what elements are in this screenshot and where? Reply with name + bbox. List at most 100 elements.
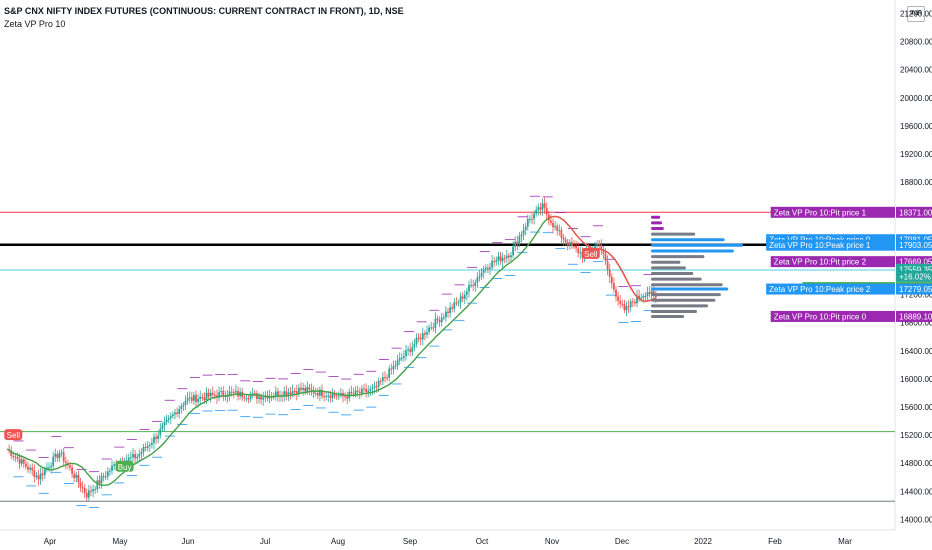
axis-price-tag[interactable] — [896, 283, 932, 295]
currency-badge[interactable]: INR — [907, 6, 925, 22]
candle-body — [541, 203, 544, 210]
indicator-price-tag-name: Zeta VP Pro 10:Pit price 0 — [774, 312, 867, 321]
moving-average-line[interactable] — [6, 215, 657, 486]
candle-body — [539, 207, 542, 210]
candle-body — [106, 471, 109, 477]
volume-profile-row — [651, 232, 696, 236]
candle-body — [533, 213, 535, 219]
candle-body — [371, 387, 374, 389]
signal-badge[interactable] — [4, 429, 23, 441]
candle-body — [102, 476, 105, 478]
candle-body — [379, 380, 382, 382]
candle-body — [321, 389, 323, 397]
candle-body — [382, 377, 384, 382]
candle-body — [367, 390, 370, 392]
candle-body — [407, 349, 409, 351]
indicator-price-tag-name: Zeta VP Pro 10:Pit price 2 — [774, 258, 867, 267]
candle-body — [155, 436, 157, 439]
candle-body — [203, 397, 206, 401]
x-tick-label: Jul — [260, 537, 270, 546]
candle-body — [258, 396, 260, 399]
candle-body — [249, 395, 252, 400]
candle-body — [172, 414, 174, 417]
candle-body — [262, 397, 265, 400]
volume-profile-row — [651, 227, 664, 231]
candle-body — [501, 257, 504, 262]
candle-body — [606, 261, 609, 270]
axis-price-tag[interactable] — [896, 270, 932, 282]
candle-body — [445, 311, 447, 318]
candle-body — [136, 456, 139, 459]
signal-badge[interactable] — [581, 247, 600, 259]
candle-body — [417, 337, 420, 339]
candle-body — [132, 454, 134, 458]
volume-profile-row — [651, 215, 661, 219]
signal-label: Sell — [7, 431, 21, 440]
axis-price-tag[interactable] — [896, 310, 932, 322]
indicator-price-tag[interactable] — [766, 239, 895, 251]
candle-body — [222, 390, 225, 396]
candle-body — [184, 400, 187, 405]
indicator-price-tag[interactable] — [766, 283, 895, 295]
candle-body — [514, 241, 517, 247]
candle-body — [363, 388, 365, 390]
candle-body — [335, 395, 338, 397]
candle-body — [245, 398, 248, 400]
indicator-price-tag[interactable] — [770, 310, 895, 322]
candle-body — [178, 409, 181, 414]
candle-body — [226, 395, 229, 398]
volume-profile-row — [651, 304, 709, 308]
candle-body — [466, 291, 468, 295]
volume-profile-row — [651, 255, 705, 259]
candle-body — [520, 234, 523, 237]
candle-body — [472, 284, 475, 286]
candle-body — [90, 490, 92, 492]
candle-body — [560, 230, 563, 238]
candle-body — [31, 467, 34, 471]
candle-body — [186, 398, 189, 401]
axis-price-tag[interactable] — [896, 206, 932, 218]
candle-body — [144, 447, 147, 449]
candle-body — [554, 226, 556, 228]
x-tick-label: Dec — [615, 537, 629, 546]
candle-body — [484, 267, 487, 270]
y-tick-label: 15600.00 — [900, 403, 932, 412]
candle-body — [247, 398, 250, 400]
volume-profile-row — [651, 293, 721, 297]
indicator-legend[interactable]: Zeta VP Pro 10 — [4, 19, 66, 29]
candle-body — [474, 282, 477, 286]
indicator-price-tag[interactable] — [770, 256, 895, 268]
candle-body — [62, 452, 65, 462]
candle-body — [41, 473, 44, 476]
volume-profile-row — [651, 277, 702, 281]
x-tick-label: 2022 — [694, 537, 712, 546]
candle-body — [56, 453, 59, 459]
axis-price-tag[interactable] — [896, 263, 932, 275]
candle-body — [631, 301, 634, 303]
candle-body — [283, 391, 286, 397]
candle-body — [201, 396, 204, 398]
candle-body — [88, 490, 90, 498]
candle-body — [209, 392, 212, 397]
indicator-price-tag[interactable] — [770, 206, 895, 218]
candle-body — [207, 392, 210, 397]
candle-body — [623, 304, 626, 311]
axis-price-tag[interactable] — [896, 239, 932, 251]
candle-body — [277, 391, 279, 397]
candle-body — [650, 290, 653, 295]
candle-body — [134, 454, 136, 459]
candle-body — [50, 466, 52, 468]
candle-body — [531, 218, 533, 220]
signal-badge[interactable] — [115, 460, 134, 472]
signal-label: Buy — [118, 463, 132, 472]
candle-body — [337, 395, 340, 397]
axis-price-tag[interactable] — [896, 256, 932, 268]
candle-body — [197, 398, 199, 403]
candle-body — [230, 391, 233, 393]
candle-body — [522, 229, 525, 235]
candle-body — [274, 391, 277, 396]
candle-body — [594, 245, 596, 250]
candle-body — [37, 475, 40, 480]
candle-body — [396, 360, 399, 366]
